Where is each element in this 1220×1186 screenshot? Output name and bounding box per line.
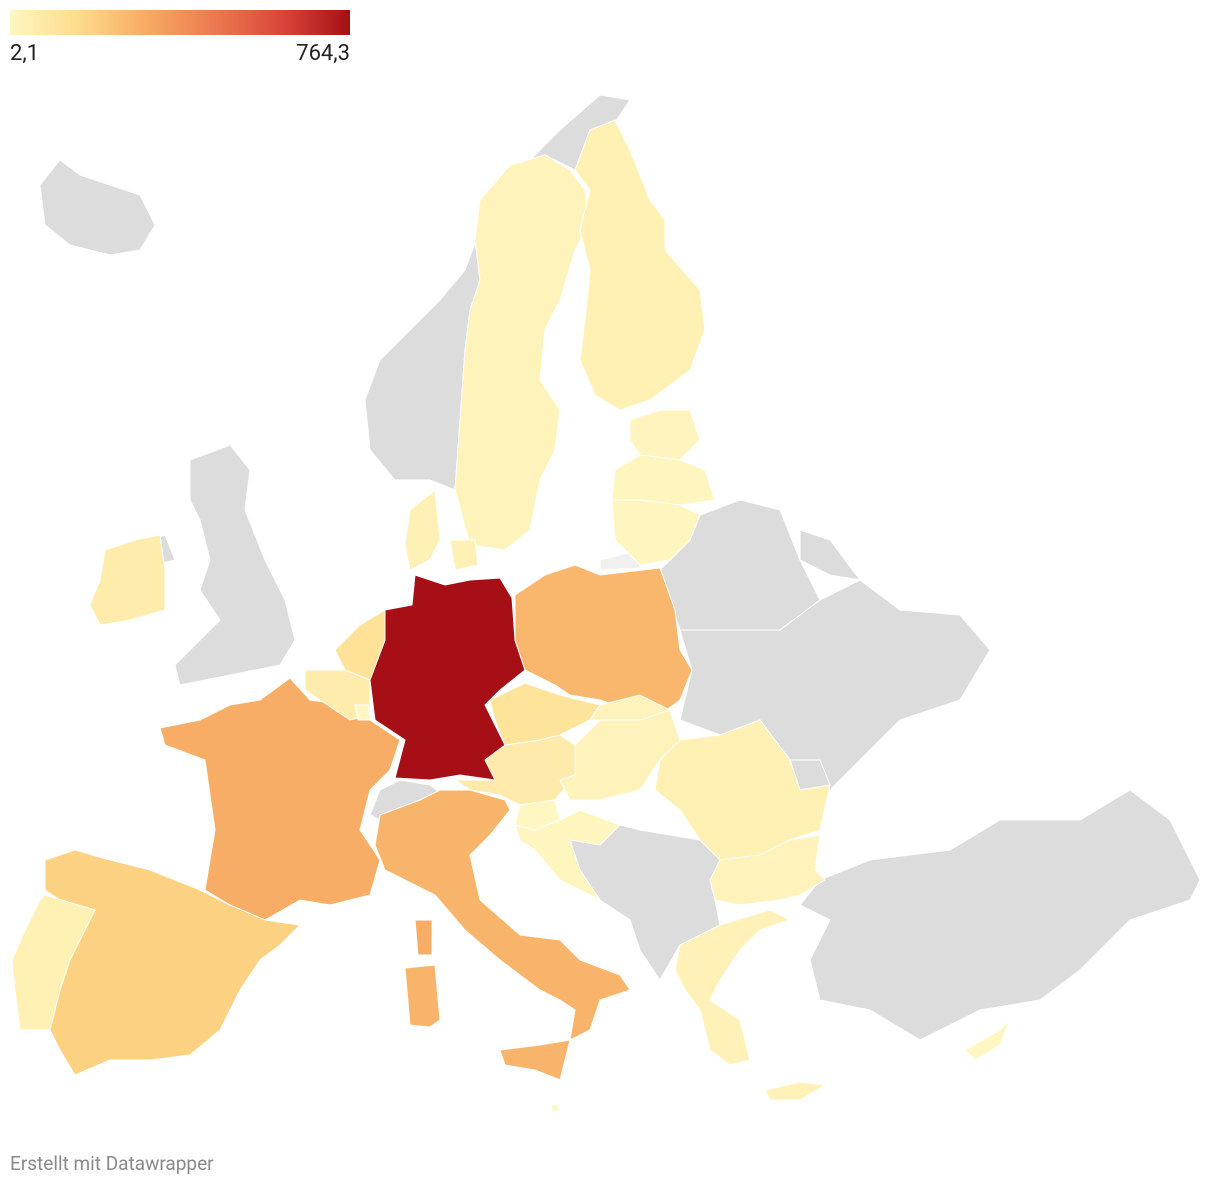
region — [449, 539, 479, 571]
region — [489, 682, 601, 746]
region — [574, 119, 706, 411]
region — [89, 534, 166, 626]
regions — [11, 119, 1011, 1113]
region — [611, 499, 701, 566]
region — [674, 909, 792, 1066]
region — [414, 919, 433, 956]
region — [159, 677, 401, 921]
country — [799, 529, 862, 581]
region — [764, 1081, 827, 1101]
region — [964, 1019, 1011, 1061]
region — [709, 834, 826, 906]
region — [404, 964, 441, 1028]
region — [354, 704, 371, 721]
footer: Erstellt mit Datawrapper — [10, 1152, 214, 1175]
legend-gradient — [10, 10, 350, 35]
legend-max: 764,3 — [296, 41, 350, 66]
no-data-countries — [39, 94, 1201, 1041]
region — [589, 694, 672, 721]
region — [454, 154, 591, 551]
country — [679, 579, 991, 791]
region — [629, 409, 701, 461]
country — [39, 159, 156, 256]
country — [799, 789, 1201, 1041]
region — [611, 454, 716, 506]
region — [11, 894, 96, 1031]
region — [514, 809, 621, 902]
legend-min: 2,1 — [10, 41, 39, 66]
region — [374, 789, 631, 1041]
country — [174, 444, 296, 686]
region — [404, 489, 441, 571]
region — [550, 1103, 560, 1113]
region — [499, 1039, 571, 1081]
region — [514, 564, 693, 716]
